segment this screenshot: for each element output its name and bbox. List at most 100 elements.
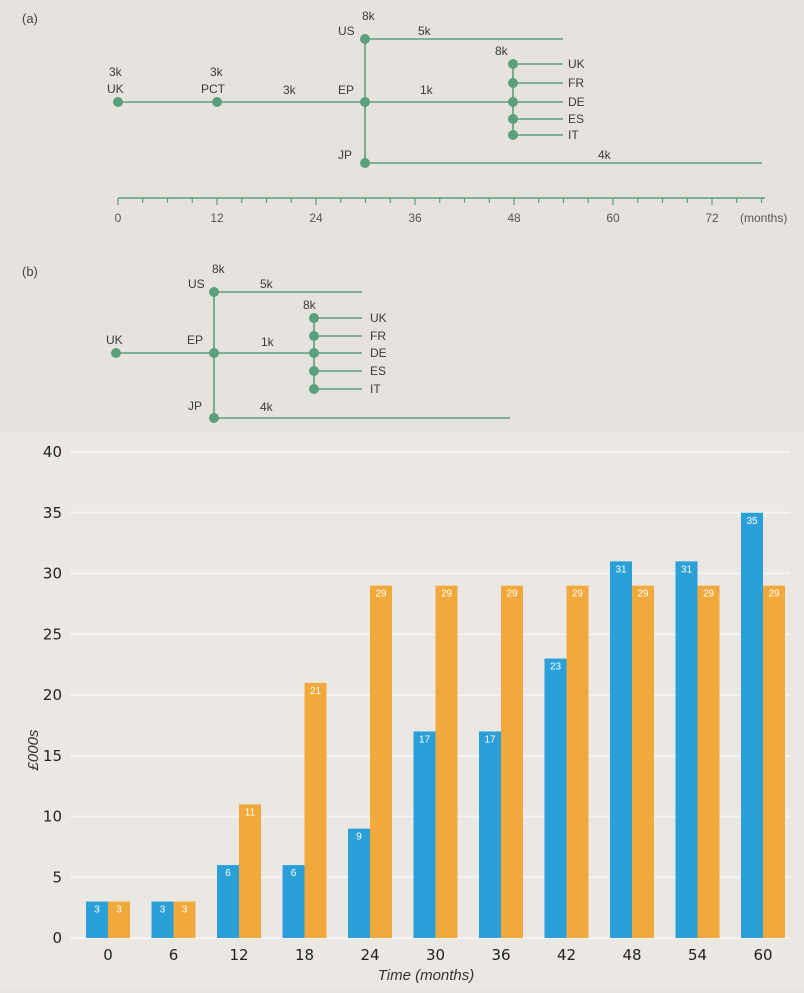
x-tick-label: 12 bbox=[229, 946, 248, 964]
bar-value-label: 31 bbox=[681, 564, 693, 575]
pct-ep-segment-label: 3k bbox=[283, 83, 297, 97]
y-tick-label: 25 bbox=[43, 625, 62, 643]
bar-value-label: 29 bbox=[506, 589, 518, 600]
bar-series-a bbox=[86, 901, 108, 938]
x-tick-label: 48 bbox=[622, 946, 641, 964]
x-tick-label: 36 bbox=[491, 946, 510, 964]
x-tick-label: 60 bbox=[753, 946, 772, 964]
pct-value-a: 3k bbox=[210, 65, 224, 79]
bar-value-label: 31 bbox=[615, 564, 627, 575]
bar-series-b bbox=[108, 901, 130, 938]
us-label-b: US bbox=[188, 277, 205, 291]
node-ep-a bbox=[360, 97, 370, 107]
x-tick-label: 6 bbox=[169, 946, 179, 964]
x-tick-label: 42 bbox=[557, 946, 576, 964]
bar-series-b bbox=[370, 585, 392, 938]
bar-series-a bbox=[675, 561, 698, 938]
y-axis-title: £000s bbox=[25, 729, 42, 771]
bar-series-a bbox=[741, 512, 763, 938]
bar-series-b bbox=[435, 585, 458, 938]
node-us-a bbox=[360, 34, 370, 44]
bar-value-label: 3 bbox=[182, 905, 188, 916]
diagram-svg: (a) 3k UK 3k PCT 3k 8k US 5k EP 1k JP 4k… bbox=[22, 9, 787, 423]
uk-label-b: UK bbox=[106, 333, 123, 347]
uk-label-a: UK bbox=[107, 82, 124, 96]
cost-bar-chart: 0 5 10 15 20 25 30 35 40 3 3 3 3 6 11 6 21 9 29 17 29 17 29 23… bbox=[0, 432, 804, 988]
bar-series-a bbox=[217, 865, 239, 938]
bar-series-a bbox=[610, 561, 632, 938]
country-label: IT bbox=[370, 382, 381, 396]
bar-value-label: 29 bbox=[637, 589, 649, 600]
node-country-b bbox=[309, 384, 319, 394]
node-country-a bbox=[508, 97, 518, 107]
country-label: ES bbox=[370, 364, 386, 378]
timeline-label: 0 bbox=[115, 211, 122, 225]
bar-value-label: 3 bbox=[94, 905, 100, 916]
bar-value-label: 9 bbox=[356, 832, 362, 843]
us-label-a: US bbox=[338, 24, 355, 38]
ep-label-a: EP bbox=[338, 83, 354, 97]
diagram-a-nodes bbox=[113, 34, 518, 168]
group-value-a: 8k bbox=[495, 44, 509, 58]
timeline-label: 60 bbox=[606, 211, 620, 225]
bar-value-label: 23 bbox=[550, 662, 562, 673]
bar-value-label: 11 bbox=[245, 807, 256, 818]
patent-diagrams: (a) 3k UK 3k PCT 3k 8k US 5k EP 1k JP 4k… bbox=[0, 0, 804, 432]
timeline-axis: 0 12 24 36 48 60 72 (months) bbox=[115, 197, 787, 225]
bar-value-label: 29 bbox=[375, 589, 387, 600]
country-label: FR bbox=[370, 329, 386, 343]
bar-series-b bbox=[763, 585, 785, 938]
node-country-b bbox=[309, 331, 319, 341]
jp-line-label-a: 4k bbox=[598, 148, 612, 162]
country-labels-a: UK FR DE ES IT bbox=[568, 57, 585, 142]
node-jp-b bbox=[209, 413, 219, 423]
us-value-a: 8k bbox=[362, 9, 376, 23]
y-tick-label: 5 bbox=[52, 868, 62, 886]
jp-label-a: JP bbox=[338, 148, 352, 162]
x-tick-labels: 0 6 12 18 24 30 36 42 48 54 60 bbox=[103, 946, 772, 964]
bar-series-b bbox=[632, 585, 654, 938]
y-tick-label: 15 bbox=[43, 747, 62, 765]
x-tick-label: 54 bbox=[688, 946, 707, 964]
country-label: UK bbox=[568, 57, 585, 71]
node-country-a bbox=[508, 130, 518, 140]
timeline-label: 48 bbox=[507, 211, 521, 225]
ep-line-label-b: 1k bbox=[261, 335, 275, 349]
bar-series-b bbox=[173, 901, 196, 938]
node-us-b bbox=[209, 287, 219, 297]
panel-label-b: (b) bbox=[22, 264, 38, 279]
us-line-label-a: 5k bbox=[418, 24, 432, 38]
node-country-b bbox=[309, 313, 319, 323]
node-country-a bbox=[508, 59, 518, 69]
node-country-a bbox=[508, 78, 518, 88]
node-country-a bbox=[508, 114, 518, 124]
y-tick-label: 40 bbox=[43, 443, 62, 461]
bar-value-label: 29 bbox=[441, 589, 453, 600]
bar-value-labels: 3 3 3 3 6 11 6 21 9 29 17 29 17 29 23 29 31 29 31 29 35 29 bbox=[94, 516, 780, 916]
bar-value-label: 6 bbox=[291, 868, 297, 879]
country-label: FR bbox=[568, 76, 584, 90]
diagram-b-nodes bbox=[111, 287, 319, 423]
panel-label-a: (a) bbox=[22, 11, 38, 26]
bar-value-label: 29 bbox=[703, 589, 715, 600]
timeline-label: 24 bbox=[309, 211, 323, 225]
timeline-label: 72 bbox=[705, 211, 719, 225]
y-tick-label: 20 bbox=[43, 686, 62, 704]
x-tick-label: 30 bbox=[426, 946, 445, 964]
node-uk-a bbox=[113, 97, 123, 107]
bar-value-label: 3 bbox=[116, 905, 122, 916]
country-labels-b: UK FR DE ES IT bbox=[370, 311, 387, 396]
timeline-label: 36 bbox=[408, 211, 422, 225]
bar-series-a bbox=[544, 658, 567, 938]
bar-value-label: 3 bbox=[160, 905, 166, 916]
country-label: UK bbox=[370, 311, 387, 325]
us-value-b: 8k bbox=[212, 262, 226, 276]
node-pct-a bbox=[212, 97, 222, 107]
country-label: DE bbox=[568, 95, 585, 109]
x-axis-title: Time (months) bbox=[378, 967, 475, 984]
country-label: ES bbox=[568, 112, 584, 126]
bar-series-b bbox=[239, 804, 261, 938]
country-label: DE bbox=[370, 346, 387, 360]
bar-value-label: 35 bbox=[746, 516, 758, 527]
jp-line-label-b: 4k bbox=[260, 400, 274, 414]
